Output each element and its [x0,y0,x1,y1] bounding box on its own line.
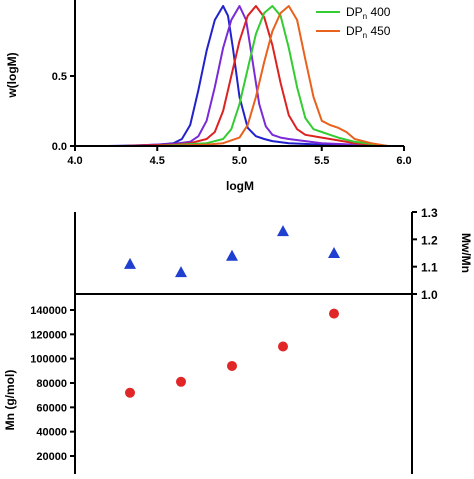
dispersity-point [175,266,187,278]
mn-y-tick-label: 20000 [36,451,67,463]
dispersity-y-axis-title: Mw/Mn [459,233,473,273]
gpc-chart: 4.0 4.5 5.0 5.5 6.0 0.0 0.5 logM w(logM) DPn … [5,0,412,193]
gpc-series-line-4 [157,5,388,147]
gpc-x-tick-label: 4.5 [150,155,165,167]
gpc-y-axis-title: w(logM) [5,52,19,98]
mn-chart: 20000 40000 60000 80000 100000 120000 140000 M… [3,294,413,474]
gpc-y-tick-label: 0.0 [52,141,67,153]
dispersity-point [277,225,289,237]
gpc-x-tick-label: 5.5 [314,155,329,167]
gpc-y-ticks: 0.0 0.5 [52,71,75,153]
dispersity-y-ticks: 1.0 1.1 1.2 1.3 [412,206,438,302]
gpc-series-line-1 [107,5,388,147]
mn-y-tick-label: 40000 [36,427,67,439]
mn-y-axis-title: Mn (g/mol) [3,370,17,431]
dispersity-point [226,249,238,261]
mn-y-tick-label: 60000 [36,402,67,414]
mn-point [329,308,339,319]
legend-label: DPn 450 [346,24,391,40]
mn-y-tick-label: 100000 [30,354,67,366]
dispersity-point [124,257,136,269]
gpc-legend: DPn 400 DPn 450 [316,5,391,40]
mn-points [125,308,339,398]
gpc-series-line-3 [124,5,388,147]
legend-label: DPn 400 [346,5,391,21]
mn-point [176,376,186,387]
gpc-series-line-5 [157,5,388,147]
mn-point [125,387,135,398]
gpc-y-tick-label: 0.5 [52,71,67,83]
dispersity-y-tick-label: 1.0 [421,288,438,302]
gpc-x-axis-title: logM [226,179,254,193]
dispersity-y-tick-label: 1.1 [421,261,438,275]
gpc-x-tick-label: 5.0 [232,155,247,167]
gpc-x-tick-label: 6.0 [396,155,411,167]
dispersity-points [124,225,340,278]
dispersity-y-tick-label: 1.2 [421,233,438,247]
gpc-x-tick-label: 4.0 [67,155,82,167]
mn-y-tick-label: 120000 [30,329,67,341]
dispersity-y-tick-label: 1.3 [421,206,438,220]
mn-y-tick-label: 140000 [30,305,67,317]
mn-y-ticks: 20000 40000 60000 80000 100000 120000 140000 [30,305,75,463]
gpc-x-ticks: 4.0 4.5 5.0 5.5 6.0 [67,146,412,167]
mn-point [227,360,237,371]
dispersity-chart: 1.0 1.1 1.2 1.3 Mw/Mn [74,206,473,302]
mn-y-tick-label: 80000 [36,378,67,390]
gpc-series-group [107,5,388,147]
mn-point [278,341,288,352]
dispersity-point [328,247,340,258]
